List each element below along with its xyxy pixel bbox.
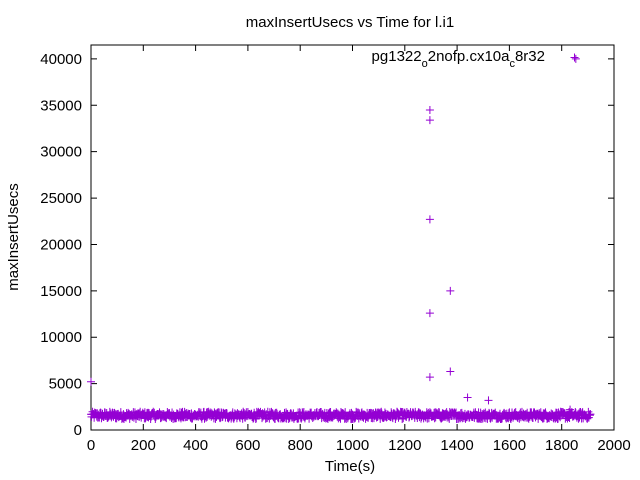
x-tick-label: 400: [183, 437, 208, 454]
data-point-outlier: [87, 377, 95, 386]
x-tick-label: 200: [131, 437, 156, 454]
x-tick-label: 1600: [493, 437, 526, 454]
data-point-baseline: [586, 410, 595, 419]
y-tick-label: 40000: [40, 51, 82, 68]
y-tick-label: 5000: [49, 376, 82, 393]
data-point-outlier: [425, 215, 434, 224]
data-point-baseline: [585, 411, 594, 420]
data-point-outlier: [425, 116, 434, 125]
x-tick-label: 1400: [440, 437, 473, 454]
data-point-outlier: [566, 405, 575, 414]
plot-frame: [90, 44, 615, 431]
data-point-outlier: [446, 286, 455, 295]
data-point-outlier: [425, 105, 434, 114]
x-tick-label: 1800: [545, 437, 578, 454]
y-tick-label: 15000: [40, 283, 82, 300]
x-tick-label: 0: [87, 437, 95, 454]
x-tick-label: 1000: [336, 437, 369, 454]
data-point-baseline: [282, 408, 291, 417]
y-tick-label: 20000: [40, 236, 82, 253]
x-tick-label: 800: [288, 437, 313, 454]
legend-marker: [570, 53, 579, 62]
data-point-outlier: [463, 393, 472, 402]
y-tick-label: 25000: [40, 190, 82, 207]
y-axis-label: maxInsertUsecs: [5, 183, 22, 291]
y-tick-label: 0: [74, 422, 82, 439]
data-point-baseline: [434, 407, 443, 416]
data-point-baseline: [251, 415, 260, 424]
data-point-baseline: [202, 413, 211, 422]
data-point-outlier: [425, 373, 434, 382]
data-point-outlier: [484, 396, 493, 405]
x-axis-label: Time(s): [325, 458, 375, 475]
x-tick-label: 1200: [388, 437, 421, 454]
data-point-baseline: [168, 408, 177, 417]
x-tick-label: 600: [235, 437, 260, 454]
chart-title: maxInsertUsecs vs Time for l.i1: [246, 14, 454, 31]
data-point-baseline: [377, 407, 386, 416]
legend-label: pg1322o2nofp.cx10ac8r32: [372, 48, 545, 70]
data-point-baseline: [341, 408, 350, 417]
axis-ticks: 0 200 400 600 800 1000 1200 1400 1600 1800 2000050…: [40, 45, 631, 454]
y-tick-label: 10000: [40, 329, 82, 346]
y-tick-label: 35000: [40, 97, 82, 114]
data-points: [87, 54, 595, 424]
x-tick-label: 2000: [597, 437, 630, 454]
data-point-outlier: [446, 367, 455, 376]
y-tick-label: 30000: [40, 144, 82, 161]
data-point-outlier: [571, 54, 580, 63]
data-point-outlier: [425, 309, 434, 318]
legend: pg1322o2nofp.cx10ac8r32: [372, 48, 579, 70]
